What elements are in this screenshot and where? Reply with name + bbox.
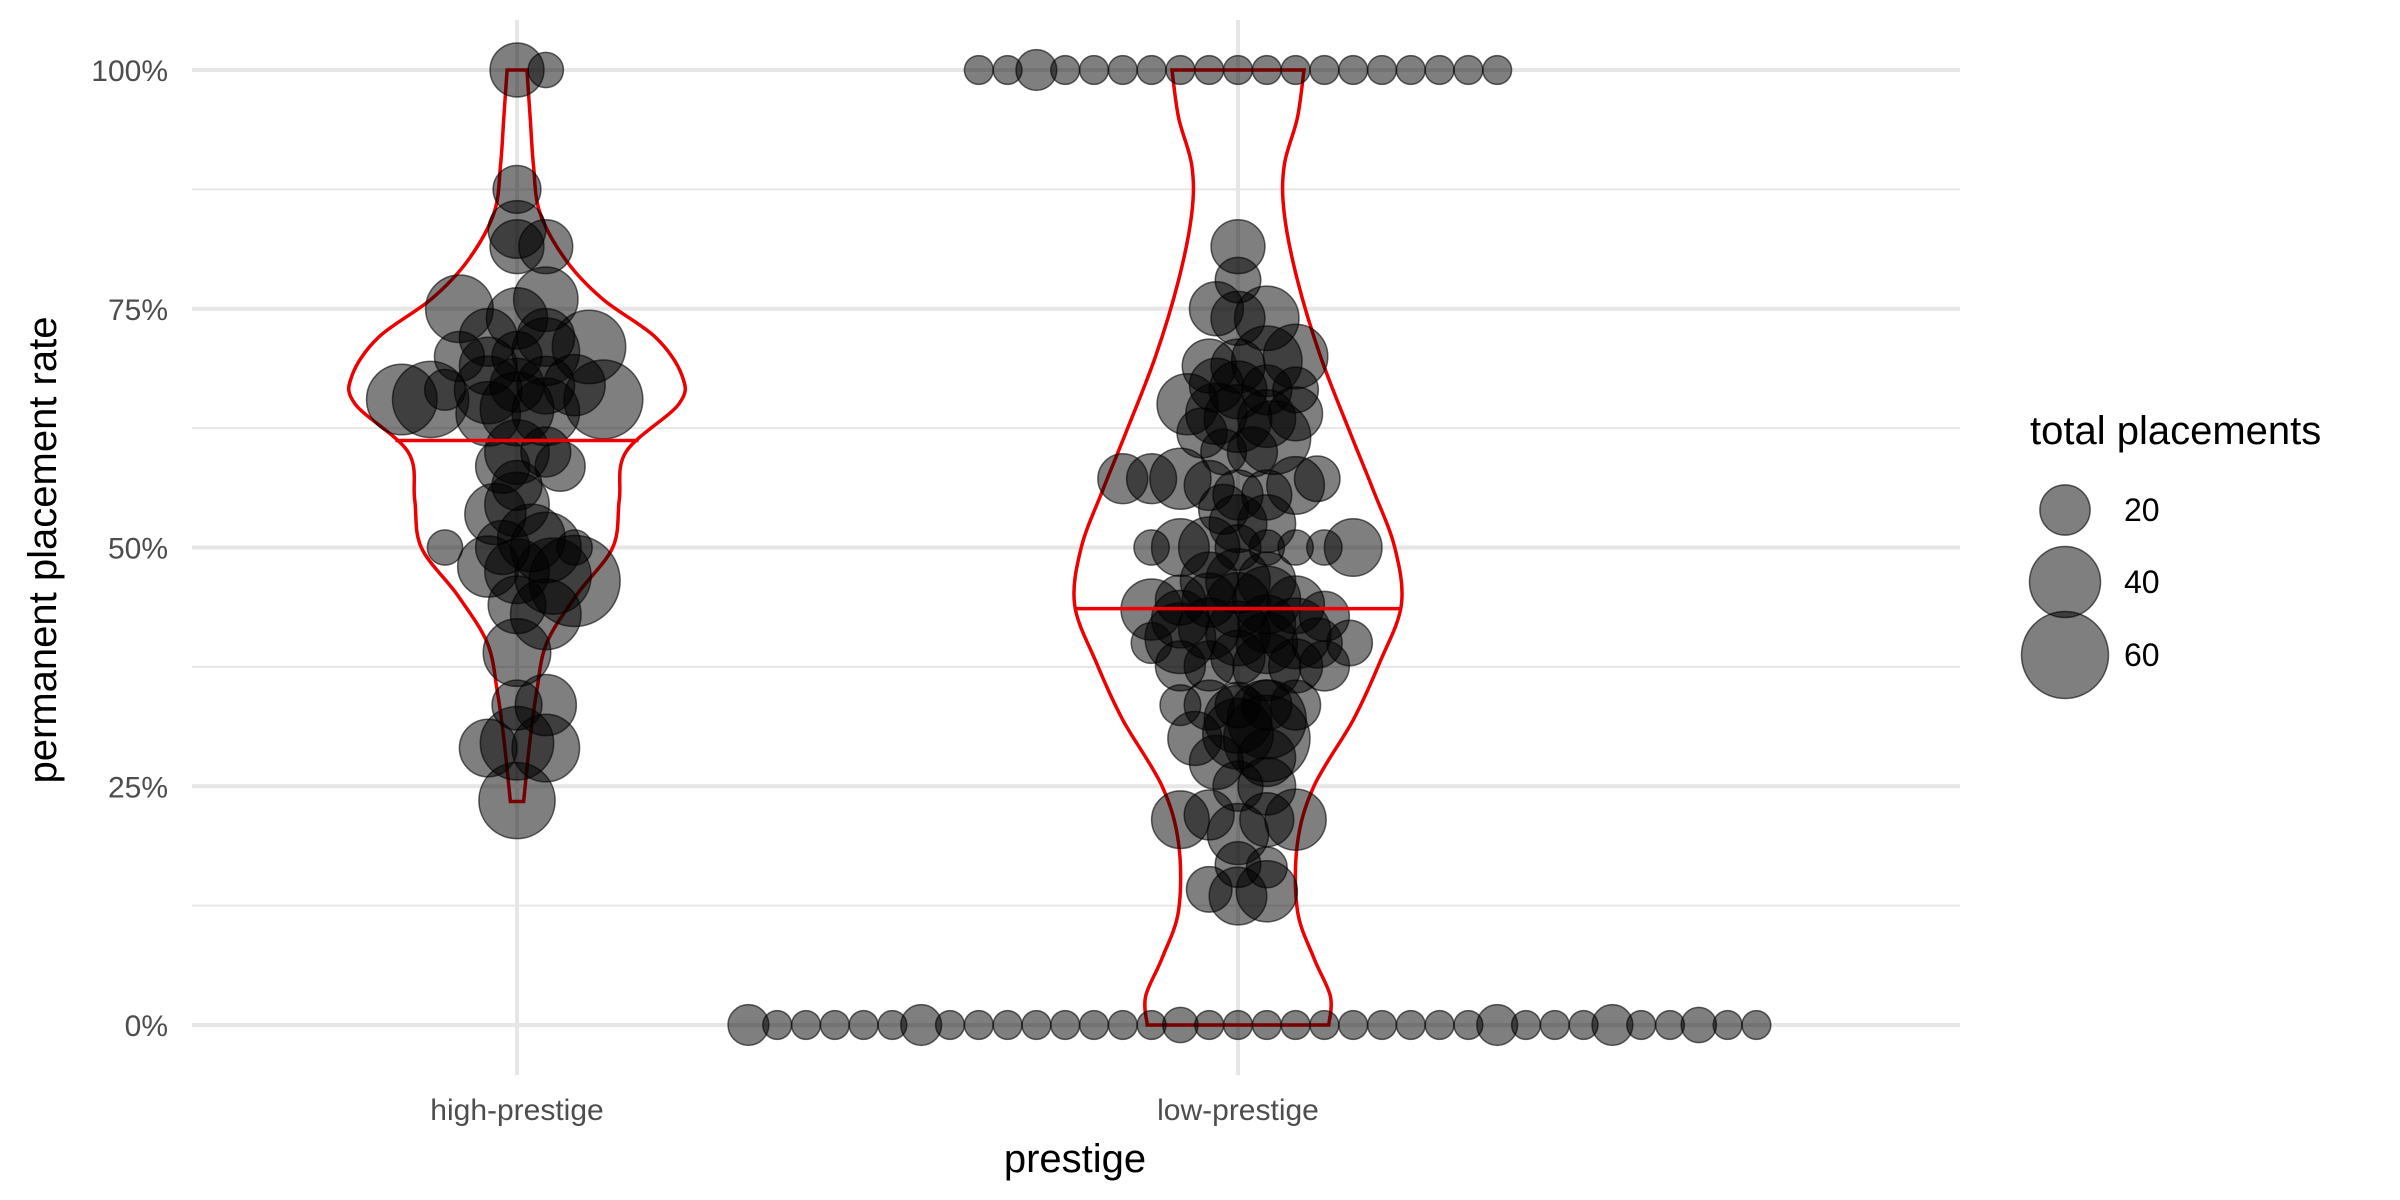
data-point <box>1050 54 1081 86</box>
data-point <box>1136 54 1167 86</box>
data-point <box>534 440 586 493</box>
x-tick-labels: high-prestige low-prestige <box>430 1094 1319 1127</box>
y-tick-label: 50% <box>108 533 168 566</box>
y-tick-label: 100% <box>91 55 168 88</box>
data-point <box>1251 1009 1282 1041</box>
data-point <box>1741 1009 1772 1041</box>
data-point <box>1222 54 1254 86</box>
data-point <box>1194 1009 1225 1041</box>
data-point <box>1366 1009 1398 1041</box>
data-point <box>848 1009 879 1041</box>
data-point <box>1453 54 1484 86</box>
data-point <box>1021 1009 1052 1041</box>
data-point <box>1298 640 1351 692</box>
data-point <box>934 1009 966 1041</box>
data-point <box>1626 1009 1657 1041</box>
data-point <box>992 1009 1023 1041</box>
y-tick-label: 0% <box>125 1010 168 1043</box>
data-point <box>1107 1009 1138 1041</box>
legend-title: total placements <box>2030 409 2321 453</box>
data-point <box>1107 54 1138 86</box>
data-point <box>1309 1009 1340 1041</box>
legend-label: 60 <box>2124 637 2160 673</box>
data-point <box>963 1009 994 1041</box>
x-tick-label: low-prestige <box>1157 1094 1319 1127</box>
data-point <box>1395 54 1426 86</box>
data-point <box>1482 54 1513 86</box>
y-axis-title: permanent placement rate <box>21 317 65 784</box>
data-point <box>1222 1009 1254 1041</box>
data-point <box>1165 54 1196 86</box>
data-point <box>1680 1006 1718 1044</box>
data-point <box>1323 517 1383 578</box>
x-axis-title: prestige <box>1004 1137 1146 1181</box>
data-point <box>1136 1009 1167 1041</box>
data-point <box>1280 54 1311 86</box>
data-point <box>762 1009 793 1041</box>
legend-label: 20 <box>2124 492 2160 528</box>
data-point <box>1078 54 1110 86</box>
legend-label: 40 <box>2124 564 2160 600</box>
data-point <box>426 529 464 566</box>
data-point <box>1654 1009 1686 1041</box>
legend-key <box>2020 610 2110 700</box>
data-point <box>527 51 565 89</box>
data-point <box>1162 1006 1199 1044</box>
x-tick-label: high-prestige <box>430 1094 603 1127</box>
data-point <box>963 54 994 86</box>
data-point <box>1078 1009 1110 1041</box>
data-points <box>365 42 1772 1047</box>
data-point <box>518 218 574 275</box>
legend-key <box>2028 545 2102 619</box>
y-tick-label: 75% <box>108 294 168 327</box>
data-point <box>1309 54 1340 86</box>
data-point <box>1539 1009 1570 1041</box>
legend: total placements 20 40 60 <box>2020 409 2321 700</box>
data-point <box>1226 426 1279 478</box>
data-point <box>391 360 470 439</box>
median-lines <box>395 438 1400 611</box>
data-point <box>1395 1009 1426 1041</box>
data-point <box>1424 54 1455 86</box>
data-point <box>1251 54 1282 86</box>
data-point <box>1338 1009 1369 1041</box>
data-point <box>1235 860 1299 923</box>
data-point <box>1293 455 1341 503</box>
y-tick-labels: 0% 25% 50% 75% 100% <box>91 55 168 1043</box>
data-point <box>478 761 556 840</box>
data-point <box>1194 54 1225 86</box>
data-point <box>1424 1009 1455 1041</box>
data-point <box>1366 54 1398 86</box>
y-tick-label: 25% <box>108 771 168 804</box>
data-point <box>1264 788 1327 851</box>
data-point <box>1338 54 1369 86</box>
data-point <box>1712 1009 1743 1041</box>
data-point <box>1510 1009 1542 1041</box>
data-point <box>1280 1009 1311 1041</box>
legend-key <box>2039 484 2091 536</box>
data-point <box>790 1009 822 1041</box>
data-point <box>1050 1009 1081 1041</box>
data-point <box>819 1009 850 1041</box>
